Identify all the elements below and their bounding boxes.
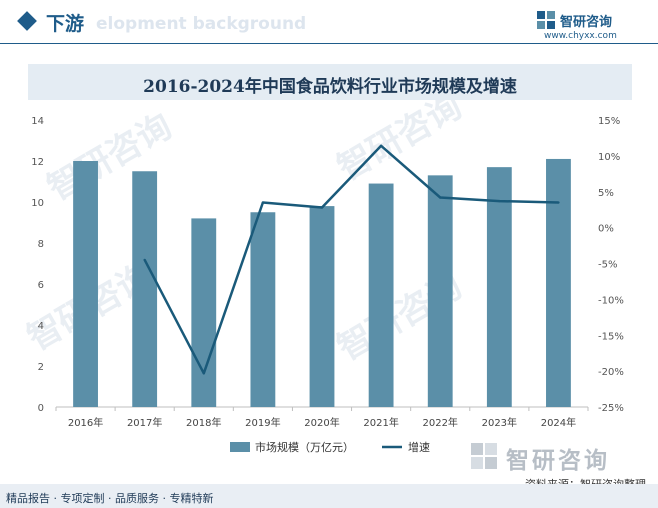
page-title: 下游	[46, 13, 85, 35]
header-ghost-text: elopment background	[96, 14, 307, 34]
footer-logo-icon	[471, 443, 497, 469]
footer-logo: 智研咨询	[470, 441, 650, 474]
bar	[73, 161, 98, 407]
brand-name: 智研咨询	[560, 15, 613, 30]
bar	[368, 183, 394, 407]
brand-logo-icon	[537, 11, 555, 29]
growth-point	[557, 201, 560, 204]
y-right-tick-label: -5%	[598, 260, 617, 271]
x-tick-label: 2020年	[304, 416, 339, 429]
page-header: elopment background 下游 智研咨询 www.chyxx.co…	[0, 0, 658, 46]
x-tick-label: 2016年	[68, 416, 103, 429]
y-left-tick-label: 12	[31, 157, 44, 168]
legend-swatch-bar	[230, 442, 250, 452]
y-left-tick-label: 8	[38, 239, 44, 250]
y-right-tick-label: -10%	[598, 295, 624, 306]
bar	[309, 206, 335, 407]
growth-point	[379, 144, 383, 148]
x-tick-label: 2019年	[245, 416, 280, 429]
bar	[486, 167, 512, 407]
footer-logo-text: 智研咨询	[506, 448, 610, 474]
x-tick-label: 2022年	[422, 416, 457, 429]
chart-title: 2016-2024年中国食品饮料行业市场规模及增速	[143, 77, 517, 97]
y-left-tick-label: 4	[38, 321, 44, 332]
y-right-tick-label: -15%	[598, 331, 624, 342]
y-left-tick-label: 10	[31, 198, 44, 209]
bar	[546, 158, 571, 407]
growth-point	[202, 372, 205, 375]
growth-point	[498, 199, 501, 203]
y-right-tick-label: 5%	[598, 188, 614, 199]
bar	[132, 171, 158, 407]
x-tick-label: 2018年	[186, 416, 221, 429]
y-left-tick-label: 6	[38, 280, 44, 291]
y-left-tick-label: 0	[38, 403, 44, 414]
y-right-tick-label: 0%	[598, 224, 614, 235]
y-right-tick-label: -20%	[598, 367, 624, 378]
header-divider	[0, 43, 658, 44]
brand-url: www.chyxx.com	[544, 31, 617, 41]
y-right-tick-label: -25%	[598, 403, 624, 414]
x-tick-label: 2021年	[363, 416, 398, 429]
brand: 智研咨询 www.chyxx.com	[536, 8, 646, 42]
chart-title-band: 2016-2024年中国食品饮料行业市场规模及增速	[28, 64, 632, 100]
y-left-tick-label: 14	[31, 116, 44, 127]
legend-label-line: 增速	[408, 440, 430, 454]
footer-bar: 精品报告 · 专项定制 · 品质服务 · 专精特新	[0, 484, 658, 508]
growth-point	[320, 206, 324, 209]
growth-point	[439, 196, 442, 199]
growth-point	[143, 258, 146, 262]
x-tick-label: 2017年	[127, 416, 162, 429]
growth-line	[143, 144, 559, 375]
bar	[250, 212, 276, 407]
y-right-tick-label: 10%	[598, 152, 620, 163]
bar	[191, 218, 217, 407]
y-left-tick-label: 2	[38, 362, 44, 373]
x-tick-label: 2023年	[482, 416, 517, 429]
growth-point	[261, 201, 265, 204]
x-tick-label: 2024年	[541, 416, 576, 429]
bar	[427, 175, 453, 407]
y-right-tick-label: 15%	[598, 116, 620, 127]
footer-tagline: 精品报告 · 专项定制 · 品质服务 · 专精特新	[6, 492, 214, 505]
legend-label-bar: 市场规模（万亿元）	[255, 440, 354, 454]
